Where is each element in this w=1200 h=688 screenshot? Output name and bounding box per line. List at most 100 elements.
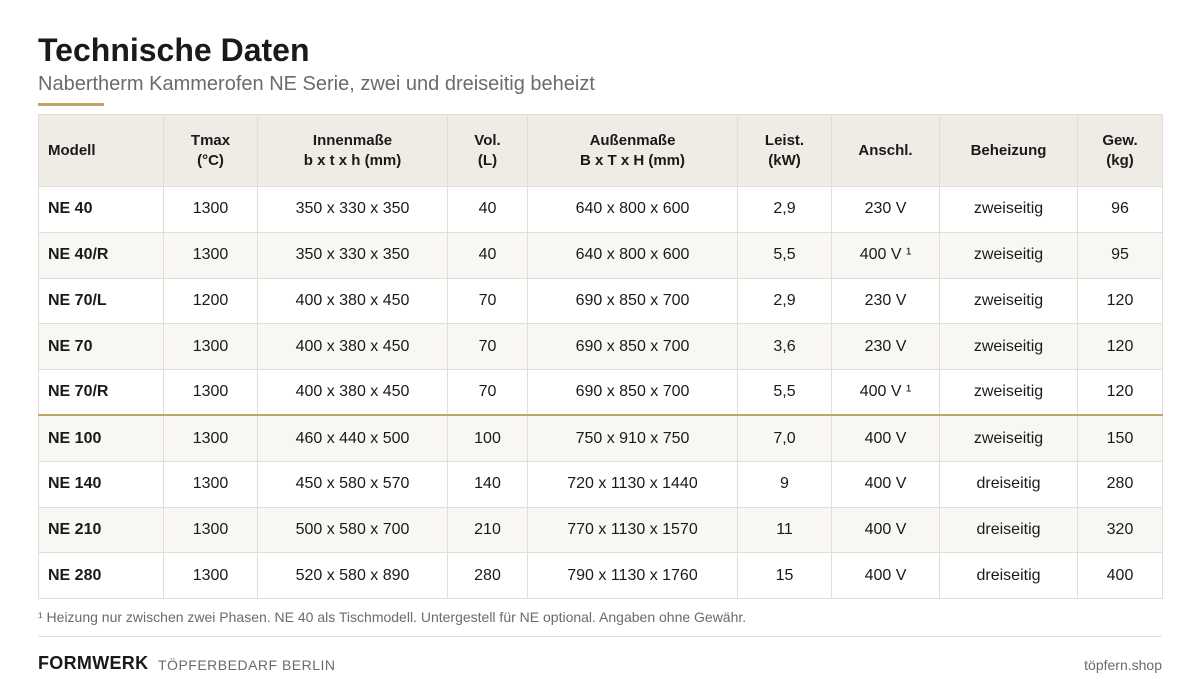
cell-volumen: 40 bbox=[447, 186, 528, 233]
cell-tmax: 1300 bbox=[163, 460, 258, 508]
cell-aussenmasse: 690 x 850 x 700 bbox=[527, 369, 738, 416]
cell-leistung: 9 bbox=[737, 460, 832, 508]
table-row: NE 40/R 1300 350 x 330 x 350 40 640 x 800 x … bbox=[38, 231, 1163, 279]
cell-innenmasse: 400 x 380 x 450 bbox=[257, 323, 448, 371]
header-volumen-label: Vol. bbox=[474, 131, 501, 149]
cell-aussenmasse: 790 x 1130 x 1760 bbox=[527, 552, 738, 600]
cell-beheizung: zweiseitig bbox=[939, 277, 1078, 325]
cell-gewicht: 96 bbox=[1077, 186, 1163, 233]
cell-leistung: 15 bbox=[737, 552, 832, 600]
header-tmax-label: Tmax bbox=[190, 131, 231, 149]
cell-beheizung: dreiseitig bbox=[939, 552, 1078, 600]
table-row: NE 100 1300 460 x 440 x 500 100 750 x 910 x … bbox=[38, 414, 1163, 462]
brand-subtitle: TÖPFERBEDARF BERLIN bbox=[158, 657, 336, 673]
cell-innenmasse: 450 x 580 x 570 bbox=[257, 460, 448, 508]
website-link[interactable]: töpfern.shop bbox=[1084, 657, 1162, 673]
table-header-row: Modell Tmax (°C) Innenmaße b x t x h (mm… bbox=[38, 114, 1163, 187]
table-row: NE 70 1300 400 x 380 x 450 70 690 x 850 x 70… bbox=[38, 323, 1163, 371]
header-modell: Modell bbox=[38, 114, 164, 187]
header-leistung-unit: (kW) bbox=[768, 151, 801, 169]
cell-tmax: 1300 bbox=[163, 323, 258, 371]
header-gewicht-label: Gew. bbox=[1102, 131, 1138, 149]
cell-modell: NE 40 bbox=[38, 186, 164, 233]
brand-logo: FORMWERK bbox=[38, 653, 149, 673]
cell-anschluss: 230 V bbox=[831, 277, 940, 325]
cell-modell: NE 70 bbox=[38, 323, 164, 371]
specs-table: Modell Tmax (°C) Innenmaße b x t x h (mm… bbox=[38, 114, 1163, 600]
header-aussenmasse-label: Außenmaße bbox=[589, 131, 676, 149]
cell-volumen: 140 bbox=[447, 460, 528, 508]
cell-gewicht: 95 bbox=[1077, 231, 1163, 279]
header-innenmasse-label: Innenmaße bbox=[312, 131, 393, 149]
cell-tmax: 1300 bbox=[163, 186, 258, 233]
cell-beheizung: zweiseitig bbox=[939, 414, 1078, 462]
cell-aussenmasse: 770 x 1130 x 1570 bbox=[527, 506, 738, 554]
cell-innenmasse: 500 x 580 x 700 bbox=[257, 506, 448, 554]
cell-volumen: 70 bbox=[447, 277, 528, 325]
header-modell-label: Modell bbox=[48, 141, 96, 159]
cell-leistung: 2,9 bbox=[737, 277, 832, 325]
cell-modell: NE 40/R bbox=[38, 231, 164, 279]
cell-anschluss: 400 V ¹ bbox=[831, 369, 940, 416]
table-body: NE 40 1300 350 x 330 x 350 40 640 x 800 x 60… bbox=[38, 186, 1163, 600]
cell-tmax: 1300 bbox=[163, 552, 258, 600]
cell-tmax: 1300 bbox=[163, 231, 258, 279]
cell-beheizung: zweiseitig bbox=[939, 323, 1078, 371]
header-volumen: Vol. (L) bbox=[447, 114, 528, 187]
cell-leistung: 5,5 bbox=[737, 369, 832, 416]
header-anschluss: Anschl. bbox=[831, 114, 940, 187]
cell-tmax: 1200 bbox=[163, 277, 258, 325]
cell-volumen: 70 bbox=[447, 369, 528, 416]
table-row: NE 280 1300 520 x 580 x 890 280 790 x 1130 x… bbox=[38, 552, 1163, 600]
cell-volumen: 100 bbox=[447, 414, 528, 462]
cell-aussenmasse: 720 x 1130 x 1440 bbox=[527, 460, 738, 508]
cell-beheizung: zweiseitig bbox=[939, 186, 1078, 233]
cell-aussenmasse: 690 x 850 x 700 bbox=[527, 323, 738, 371]
cell-anschluss: 400 V bbox=[831, 552, 940, 600]
header-tmax: Tmax (°C) bbox=[163, 114, 258, 187]
cell-volumen: 280 bbox=[447, 552, 528, 600]
header-beheizung-label: Beheizung bbox=[970, 141, 1047, 159]
cell-anschluss: 400 V bbox=[831, 460, 940, 508]
cell-aussenmasse: 640 x 800 x 600 bbox=[527, 186, 738, 233]
header-aussenmasse-unit: B x T x H (mm) bbox=[579, 151, 685, 169]
cell-gewicht: 120 bbox=[1077, 323, 1163, 371]
footnote: ¹ Heizung nur zwischen zwei Phasen. NE 4… bbox=[38, 609, 747, 625]
cell-leistung: 5,5 bbox=[737, 231, 832, 279]
footer-divider bbox=[38, 636, 1162, 637]
cell-leistung: 3,6 bbox=[737, 323, 832, 371]
header-gewicht-unit: (kg) bbox=[1106, 151, 1134, 169]
header-aussenmasse: Außenmaße B x T x H (mm) bbox=[527, 114, 738, 187]
header-beheizung: Beheizung bbox=[939, 114, 1078, 187]
table-row: NE 70/L 1200 400 x 380 x 450 70 690 x 850 x … bbox=[38, 277, 1163, 325]
cell-aussenmasse: 640 x 800 x 600 bbox=[527, 231, 738, 279]
header-leistung-label: Leist. bbox=[764, 131, 805, 149]
cell-modell: NE 280 bbox=[38, 552, 164, 600]
header-volumen-unit: (L) bbox=[477, 151, 498, 169]
cell-leistung: 7,0 bbox=[737, 414, 832, 462]
cell-innenmasse: 350 x 330 x 350 bbox=[257, 231, 448, 279]
cell-tmax: 1300 bbox=[163, 369, 258, 416]
header-tmax-unit: (°C) bbox=[197, 151, 224, 169]
cell-leistung: 11 bbox=[737, 506, 832, 554]
cell-gewicht: 120 bbox=[1077, 277, 1163, 325]
cell-anschluss: 400 V ¹ bbox=[831, 231, 940, 279]
cell-volumen: 70 bbox=[447, 323, 528, 371]
header-leistung: Leist. (kW) bbox=[737, 114, 832, 187]
cell-gewicht: 120 bbox=[1077, 369, 1163, 416]
cell-anschluss: 400 V bbox=[831, 506, 940, 554]
cell-volumen: 40 bbox=[447, 231, 528, 279]
header-anschluss-label: Anschl. bbox=[858, 141, 913, 159]
cell-gewicht: 400 bbox=[1077, 552, 1163, 600]
cell-leistung: 2,9 bbox=[737, 186, 832, 233]
cell-innenmasse: 350 x 330 x 350 bbox=[257, 186, 448, 233]
table-row: NE 210 1300 500 x 580 x 700 210 770 x 1130 x… bbox=[38, 506, 1163, 554]
cell-tmax: 1300 bbox=[163, 506, 258, 554]
page-title: Technische Daten bbox=[38, 32, 310, 68]
header-gewicht: Gew. (kg) bbox=[1077, 114, 1163, 187]
cell-beheizung: zweiseitig bbox=[939, 369, 1078, 416]
cell-gewicht: 320 bbox=[1077, 506, 1163, 554]
cell-aussenmasse: 690 x 850 x 700 bbox=[527, 277, 738, 325]
cell-modell: NE 70/R bbox=[38, 369, 164, 416]
cell-aussenmasse: 750 x 910 x 750 bbox=[527, 414, 738, 462]
